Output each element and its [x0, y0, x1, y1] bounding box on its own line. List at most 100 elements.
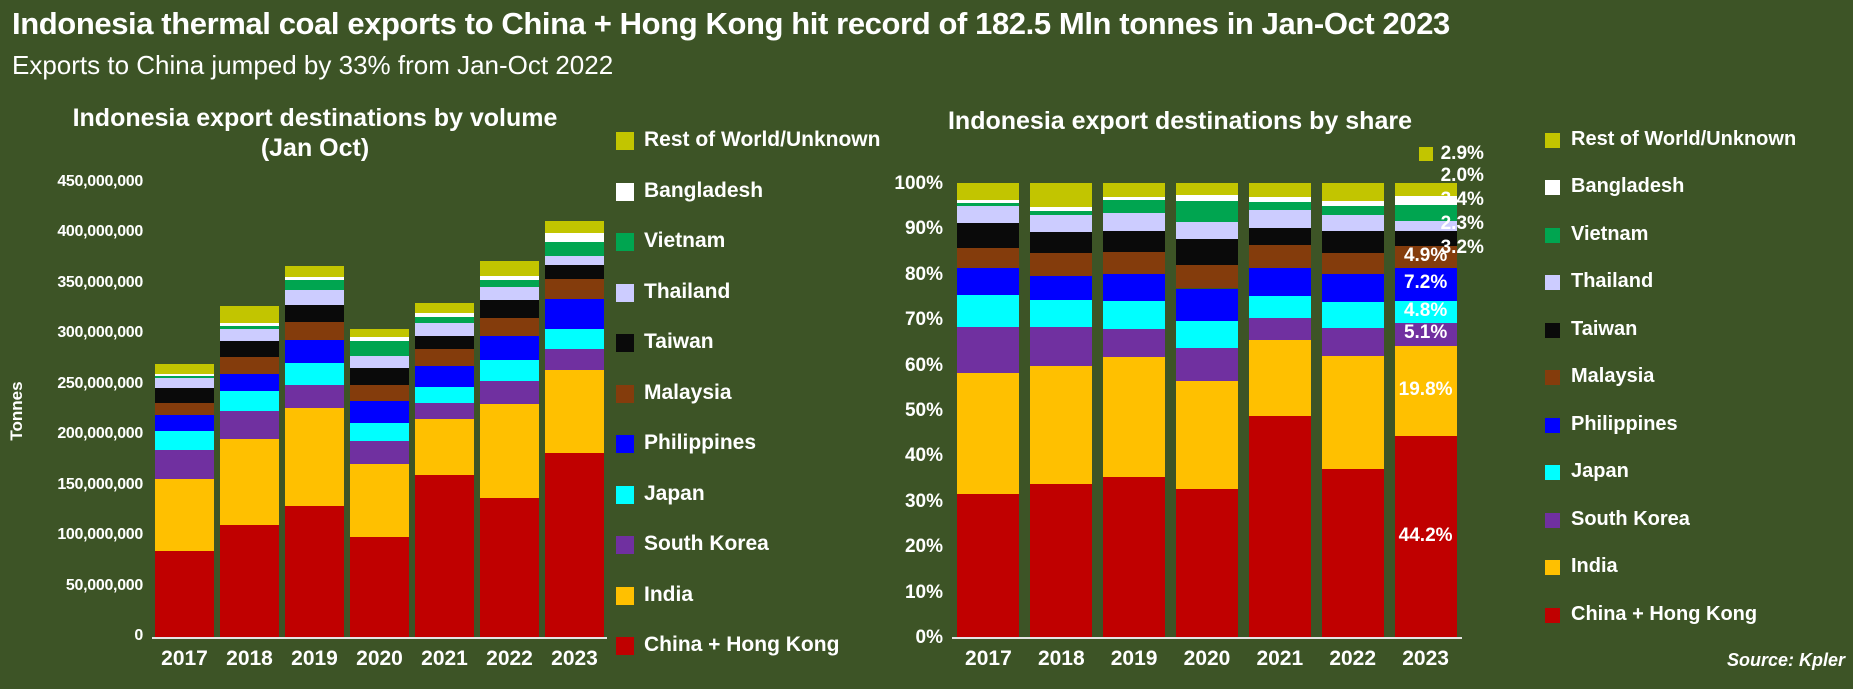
callout-label: 3.2% [1440, 237, 1484, 258]
legend-label: Bangladesh [644, 178, 764, 202]
bar-segment [545, 329, 604, 350]
legend-label: Bangladesh [1571, 175, 1685, 198]
bar-segment [1030, 214, 1093, 232]
bar-segment [220, 356, 279, 374]
bar-segment [1394, 435, 1457, 637]
legend-swatch [1545, 560, 1560, 575]
y-tick-label: 70% [904, 309, 943, 331]
bar-segment [1394, 220, 1457, 232]
bar-segment [415, 474, 474, 637]
bar-segment [1321, 214, 1384, 231]
legend-label: Malaysia [1571, 365, 1655, 388]
bar-segment [545, 255, 604, 266]
bar-segment [155, 402, 214, 415]
legend-swatch [1545, 465, 1560, 480]
bar-segment [350, 355, 409, 368]
bar-segment [350, 384, 409, 401]
y-tick-label: 30% [904, 490, 943, 512]
bar-segment [1030, 365, 1093, 484]
bar-segment [1321, 183, 1384, 202]
bar-segment [957, 373, 1020, 495]
bar-segment [1394, 231, 1457, 246]
bar-segment [480, 260, 539, 276]
bar-segment [1176, 221, 1238, 240]
bar-segment [1394, 345, 1457, 436]
bar-segment [415, 313, 474, 318]
legend-label: India [1571, 555, 1618, 578]
bar-segment [545, 265, 604, 279]
bar-segment [1103, 252, 1166, 275]
x-category-label: 2020 [356, 647, 403, 670]
bar-segment [1321, 201, 1384, 207]
bar-segment [1394, 205, 1457, 221]
callout-label: 2.9% [1440, 143, 1484, 164]
bar-segment [350, 329, 409, 338]
bar-segment [1103, 196, 1166, 201]
bar-segment [957, 199, 1020, 203]
bar-segment [1176, 380, 1238, 490]
y-tick-label: 350,000,000 [57, 273, 143, 291]
bar-segment [1248, 318, 1311, 341]
bar-segment [285, 290, 344, 306]
legend-right: Rest of World/Unknown Bangladesh Vietnam Th… [1545, 0, 1845, 689]
y-tick-label: 450,000,000 [57, 173, 143, 190]
legend-label: Philippines [644, 431, 757, 454]
volume-chart-title: Indonesia export destinations by volume … [30, 103, 600, 163]
y-tick-label: 250,000,000 [57, 374, 143, 392]
y-tick-label: 90% [904, 218, 943, 240]
legend-swatch [1545, 322, 1560, 338]
bar-segment [545, 370, 604, 453]
bar-segment [1103, 200, 1166, 213]
bar-segment [957, 268, 1020, 295]
legend-label: Taiwan [644, 330, 714, 353]
legend-swatch [616, 182, 634, 201]
bar-segment [957, 183, 1020, 200]
bar-segment [480, 300, 539, 319]
bar-segment [545, 278, 604, 300]
legend-swatch [616, 132, 634, 150]
legend-label: South Korea [1571, 507, 1690, 530]
legend-swatch [1545, 512, 1560, 528]
bar-segment [1176, 200, 1238, 222]
bar-segment [480, 497, 539, 637]
bar-segment [415, 303, 474, 314]
bar-segment [1030, 276, 1093, 300]
bar-segment [480, 275, 539, 280]
legend-label: Thailand [1571, 270, 1654, 293]
page-title: Indonesia thermal coal exports to China … [12, 6, 1450, 41]
legend-label: Vietnam [644, 229, 726, 252]
bar-segment [1176, 264, 1238, 289]
x-category-label: 2021 [421, 647, 468, 670]
bar-segment [1176, 239, 1238, 265]
bar-segment [1321, 356, 1384, 469]
legend-swatch [1545, 275, 1560, 290]
legend-label: India [644, 582, 694, 606]
legend-label: South Korea [644, 532, 769, 555]
bar-segment [1103, 231, 1166, 252]
legend-left: Rest of World/Unknown Bangladesh Vietnam Th… [616, 0, 916, 689]
bar-segment [415, 365, 474, 387]
bar-segment [480, 318, 539, 337]
legend-label: Malaysia [644, 380, 732, 404]
bar-segment [1030, 231, 1093, 253]
y-tick-label: 50% [904, 400, 943, 421]
bar-segment [1321, 302, 1384, 328]
legend-label: China + Hong Kong [1571, 602, 1758, 625]
bar-segment [285, 384, 344, 408]
bar-segment [1248, 340, 1311, 416]
y-tick-label: 200,000,000 [57, 425, 143, 443]
legend-label: Rest of World/Unknown [644, 128, 881, 151]
bar-segment [1394, 245, 1457, 269]
bar-segment [1321, 327, 1384, 356]
volume-y-axis-label: Tonnes [7, 381, 26, 441]
bar-segment [545, 452, 604, 637]
bar-segment [1030, 327, 1093, 366]
legend-swatch [616, 586, 634, 605]
legend-label: Japan [1571, 460, 1629, 483]
bar-segment [415, 336, 474, 349]
bar-segment [1103, 274, 1166, 302]
volume-chart: Indonesia export destinations by volume … [0, 95, 625, 689]
volume-chart-title-line1: Indonesia export destinations by volume [72, 104, 558, 132]
y-tick-label: 150,000,000 [57, 475, 143, 493]
